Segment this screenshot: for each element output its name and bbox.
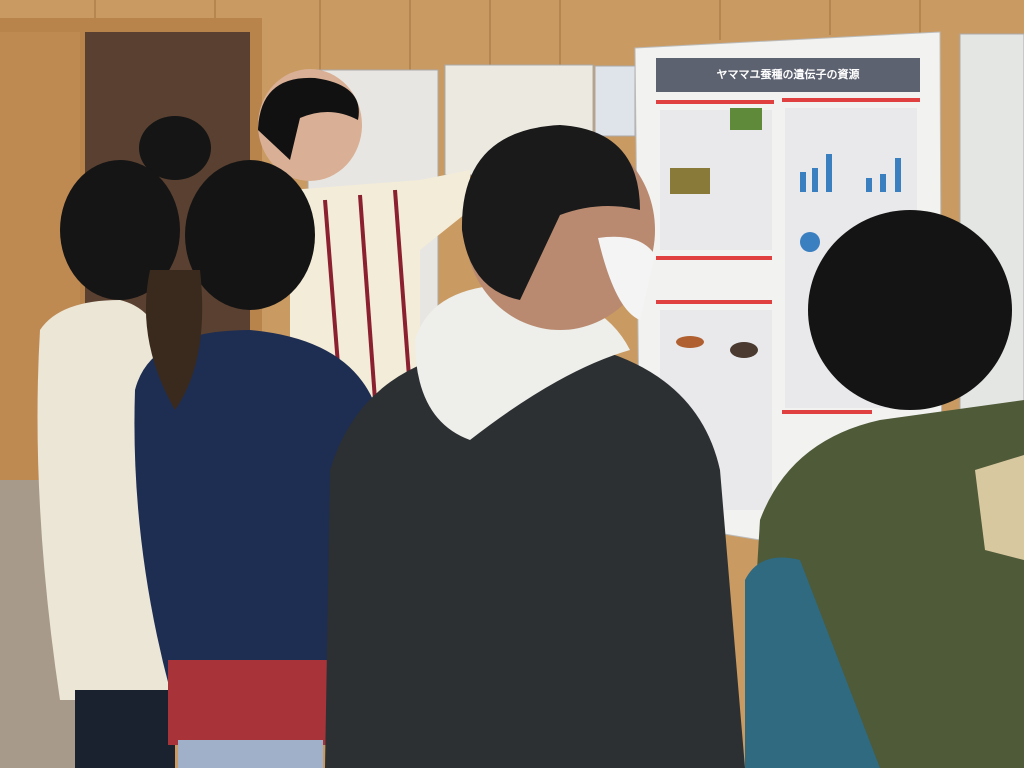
- section-rule: [782, 98, 920, 102]
- person-head: [808, 210, 1012, 410]
- person-ponytail: [145, 270, 203, 410]
- poster-chart: [800, 154, 901, 192]
- fleece-patch: [975, 455, 1024, 560]
- person-hair: [185, 160, 315, 310]
- person-fleece-sleeve: [745, 557, 880, 768]
- person-sweater: [134, 330, 380, 690]
- person-hair: [258, 77, 359, 160]
- person-pants: [75, 690, 175, 768]
- poster-photo: [730, 342, 758, 358]
- person-head: [139, 116, 211, 180]
- poster-title-bar: [656, 58, 920, 92]
- section-rule: [782, 410, 872, 414]
- person-shirt: [168, 660, 328, 745]
- poster-photo: [730, 108, 762, 130]
- person-hair: [461, 125, 640, 300]
- face-mask: [598, 236, 655, 320]
- poster-photo: [670, 168, 710, 194]
- section-rule: [656, 300, 772, 304]
- section-rule: [656, 256, 772, 260]
- person-jacket: [325, 350, 745, 768]
- poster-title: ヤママユ蚕種の遺伝子の資源: [717, 67, 860, 81]
- poster-photo: [676, 336, 704, 348]
- section-rule: [656, 100, 774, 104]
- wall-panels: [94, 0, 921, 70]
- poster-board: [594, 65, 636, 137]
- poster-pie: [800, 232, 820, 252]
- person-hair: [60, 160, 180, 300]
- person-jeans: [178, 740, 323, 768]
